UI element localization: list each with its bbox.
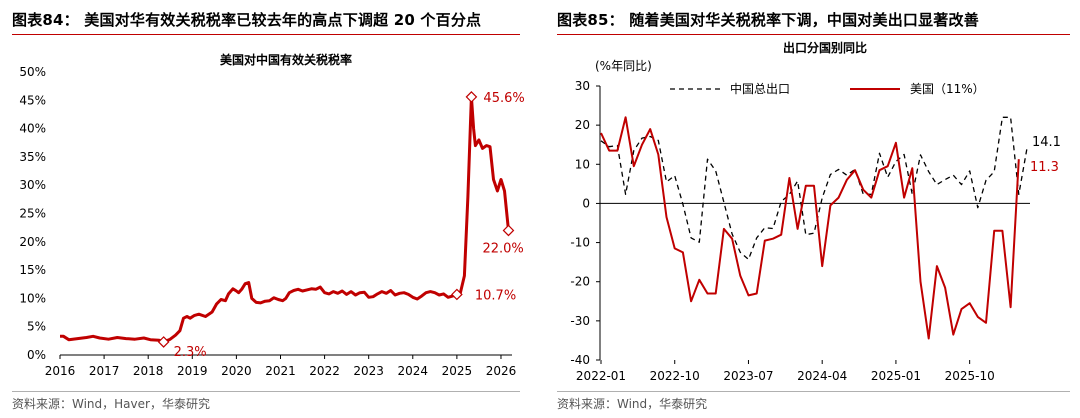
left-y-tick-label: 25% bbox=[19, 207, 46, 221]
left-x-tick-label: 2016 bbox=[45, 364, 76, 378]
left-x-tick-label: 2023 bbox=[353, 364, 384, 378]
right-y-axis-title: (%年同比) bbox=[595, 59, 652, 73]
left-x-tick-label: 2021 bbox=[265, 364, 296, 378]
right-source-rule bbox=[557, 391, 1070, 392]
legend-us-exports-label: 美国（11%） bbox=[910, 82, 985, 96]
left-title-rule bbox=[12, 34, 520, 35]
left-chart-title: 美国对中国有效关税税率 bbox=[220, 52, 352, 67]
left-y-tick-label: 0% bbox=[27, 348, 46, 362]
data-label: 22.0% bbox=[482, 241, 523, 256]
tariff-rate-line bbox=[60, 95, 510, 344]
right-source-note: 资料来源：Wind，华泰研究 bbox=[557, 397, 708, 411]
left-figure-panel: 图表84： 美国对华有效关税税率已较去年的高点下调超 20 个百分点 美国对中国… bbox=[0, 0, 530, 418]
left-y-tick-label: 50% bbox=[19, 65, 46, 79]
left-y-tick-label: 15% bbox=[19, 263, 46, 277]
right-y-tick-label: 20 bbox=[575, 118, 590, 132]
left-y-tick-label: 45% bbox=[19, 93, 46, 107]
right-y-tick-label: -30 bbox=[570, 314, 590, 328]
right-y-tick-label: -20 bbox=[570, 275, 590, 289]
right-y-tick-label: -10 bbox=[570, 236, 590, 250]
left-y-tick-label: 5% bbox=[27, 320, 46, 334]
data-point-marker bbox=[451, 288, 463, 301]
export-growth-chart: 出口分国别同比 (%年同比) 30 20 10 0 -10 -20 -30 -40 2022-01 2… bbox=[570, 40, 1061, 383]
left-x-tick-label: 2024 bbox=[398, 364, 429, 378]
data-label: 10.7% bbox=[475, 288, 516, 303]
right-figure-title: 图表85： 随着美国对华关税税率下调，中国对美出口显著改善 bbox=[557, 11, 979, 29]
legend-total-exports-label: 中国总出口 bbox=[730, 81, 790, 96]
left-source-rule bbox=[12, 391, 520, 392]
right-y-tick-label: 10 bbox=[575, 157, 590, 171]
right-y-tick-label: 0 bbox=[582, 196, 590, 210]
left-y-tick-label: 40% bbox=[19, 122, 46, 136]
left-y-tick-label: 10% bbox=[19, 291, 46, 305]
right-title-rule bbox=[557, 34, 1070, 35]
left-x-tick-label: 2025 bbox=[442, 364, 473, 378]
left-y-tick-label: 20% bbox=[19, 235, 46, 249]
data-point-marker bbox=[502, 224, 515, 237]
left-x-tick-label: 2020 bbox=[221, 364, 252, 378]
left-x-tick-label: 2019 bbox=[177, 364, 208, 378]
right-x-tick-label: 2022-10 bbox=[650, 369, 700, 383]
left-y-tick-label: 30% bbox=[19, 178, 46, 192]
data-point-marker bbox=[157, 336, 170, 348]
left-source-note: 资料来源：Wind，Haver，华泰研究 bbox=[12, 397, 210, 411]
data-label: 14.1 bbox=[1032, 135, 1061, 150]
data-label: 45.6% bbox=[483, 91, 524, 106]
right-chart-title: 出口分国别同比 bbox=[783, 40, 867, 55]
data-point-marker bbox=[465, 91, 478, 103]
right-x-tick-label: 2022-01 bbox=[576, 369, 626, 383]
left-y-tick-label: 35% bbox=[19, 150, 46, 164]
left-figure-title: 图表84： 美国对华有效关税税率已较去年的高点下调超 20 个百分点 bbox=[12, 11, 482, 29]
left-x-tick-label: 2017 bbox=[89, 364, 120, 378]
left-x-tick-label: 2022 bbox=[309, 364, 340, 378]
tariff-rate-chart: 美国对中国有效关税税率 0% 5% 10% 15% 20% 25% 30% 35% 40% 45% 5… bbox=[19, 52, 524, 378]
right-figure-panel: 图表85： 随着美国对华关税税率下调，中国对美出口显著改善 出口分国别同比 (%年… bbox=[545, 0, 1080, 418]
data-label: 11.3 bbox=[1030, 160, 1059, 175]
right-x-tick-label: 2023-07 bbox=[723, 369, 773, 383]
us-exports-line bbox=[600, 116, 1020, 340]
right-x-tick-label: 2025-10 bbox=[945, 369, 995, 383]
right-x-tick-label: 2025-01 bbox=[871, 369, 921, 383]
total-exports-line bbox=[600, 116, 1028, 261]
left-x-tick-label: 2026 bbox=[486, 364, 517, 378]
left-x-tick-label: 2018 bbox=[133, 364, 164, 378]
data-label: 2.3% bbox=[174, 345, 207, 360]
right-y-tick-label: 30 bbox=[575, 79, 590, 93]
right-x-tick-label: 2024-04 bbox=[797, 369, 847, 383]
right-y-tick-label: -40 bbox=[570, 353, 590, 367]
